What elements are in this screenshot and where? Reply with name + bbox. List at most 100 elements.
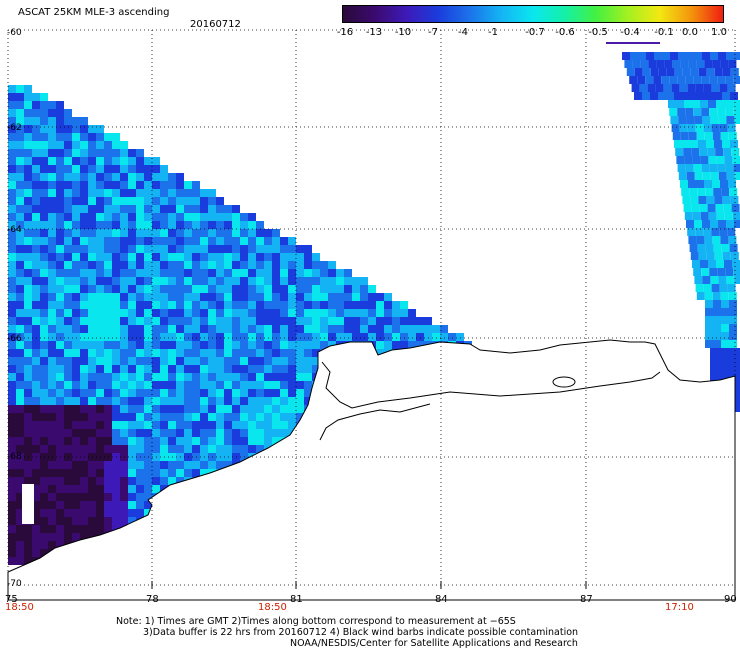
swath-pixel <box>296 245 304 253</box>
swath-pixel <box>112 389 120 397</box>
swath-pixel <box>48 445 56 453</box>
swath-pixel <box>248 301 256 309</box>
colorbar-tick-label: -0.5 <box>588 27 608 38</box>
swath-pixel <box>730 196 739 204</box>
swath-pixel <box>136 477 144 485</box>
swath-pixel <box>368 317 376 325</box>
swath-pixel <box>224 389 232 397</box>
swath-pixel <box>631 84 640 92</box>
colorbar-tick-label: 0.0 <box>682 27 698 38</box>
swath-pixel <box>360 325 368 333</box>
swath-pixel <box>376 309 384 317</box>
swath-pixel <box>224 365 232 373</box>
swath-pixel <box>80 253 88 261</box>
swath-pixel <box>647 84 656 92</box>
swath-pixel <box>104 445 112 453</box>
swath-pixel <box>216 269 224 277</box>
swath-pixel <box>88 237 96 245</box>
swath-pixel <box>48 293 56 301</box>
swath-pixel <box>40 365 48 373</box>
swath-pixel <box>710 220 718 228</box>
swath-pixel <box>48 213 56 221</box>
swath-pixel <box>96 157 104 165</box>
swath-pixel <box>280 245 288 253</box>
swath-pixel <box>152 357 160 365</box>
swath-pixel <box>400 333 408 341</box>
swath-pixel <box>152 253 160 261</box>
swath-pixel <box>96 469 104 477</box>
swath-pixel <box>264 333 272 341</box>
swath-pixel <box>104 461 112 469</box>
swath-pixel <box>184 245 192 253</box>
swath-pixel <box>392 317 400 325</box>
swath-pixel <box>424 317 432 325</box>
swath-pixel <box>104 421 112 429</box>
swath-pixel <box>184 261 192 269</box>
swath-pixel <box>713 340 721 348</box>
swath-pixel <box>24 301 32 309</box>
swath-pixel <box>40 413 48 421</box>
swath-pixel <box>24 277 32 285</box>
swath-pixel <box>264 381 272 389</box>
swath-pixel <box>232 309 240 317</box>
swath-pixel <box>726 116 735 124</box>
swath-pixel <box>8 173 16 181</box>
swath-pixel <box>72 389 80 397</box>
swath-pixel <box>96 317 104 325</box>
swath-pixel <box>32 309 40 317</box>
swath-pixel <box>192 277 200 285</box>
swath-pixel <box>24 85 32 93</box>
swath-pixel <box>48 501 56 509</box>
swath-pixel <box>112 221 120 229</box>
swath-pixel <box>698 196 707 204</box>
swath-pixel <box>56 157 64 165</box>
swath-pixel <box>683 204 692 212</box>
swath-pixel <box>56 277 64 285</box>
swath-pixel <box>320 341 328 349</box>
swath-pixel <box>699 204 708 212</box>
swath-pixel <box>256 397 264 405</box>
swath-pixel <box>88 189 96 197</box>
swath-pixel <box>692 156 701 164</box>
swath-pixel <box>32 445 40 453</box>
swath-pixel <box>40 229 48 237</box>
swath-pixel <box>56 245 64 253</box>
swath-pixel <box>240 213 248 221</box>
swath-pixel <box>16 485 24 493</box>
swath-pixel <box>272 373 280 381</box>
swath-pixel <box>726 276 735 284</box>
swath-pixel <box>120 397 128 405</box>
swath-pixel <box>264 341 272 349</box>
swath-pixel <box>256 277 264 285</box>
swath-pixel <box>168 341 176 349</box>
swath-pixel <box>32 117 40 125</box>
swath-pixel <box>160 269 168 277</box>
swath-pixel <box>184 309 192 317</box>
swath-pixel <box>392 333 400 341</box>
swath-pixel <box>136 293 144 301</box>
swath-pixel <box>32 301 40 309</box>
swath-pixel <box>48 429 56 437</box>
swath-pixel <box>96 429 104 437</box>
swath-pixel <box>136 397 144 405</box>
swath-pixel <box>32 349 40 357</box>
swath-pixel <box>80 517 88 525</box>
swath-pixel <box>184 221 192 229</box>
swath-pixel <box>128 269 136 277</box>
swath-pixel <box>256 261 264 269</box>
swath-pixel <box>24 125 32 133</box>
swath-pixel <box>208 189 216 197</box>
footer-credit: NOAA/NESDIS/Center for Satellite Applica… <box>290 638 578 649</box>
swath-pixel <box>192 269 200 277</box>
swath-pixel <box>224 237 232 245</box>
swath-pixel <box>40 157 48 165</box>
swath-pixel <box>152 477 160 485</box>
swath-pixel <box>304 381 312 389</box>
swath-pixel <box>72 373 80 381</box>
swath-pixel <box>112 245 120 253</box>
swath-pixel <box>24 381 32 389</box>
swath-pixel <box>56 461 64 469</box>
swath-pixel <box>725 108 734 116</box>
swath-pixel <box>24 189 32 197</box>
swath-pixel <box>726 372 734 380</box>
